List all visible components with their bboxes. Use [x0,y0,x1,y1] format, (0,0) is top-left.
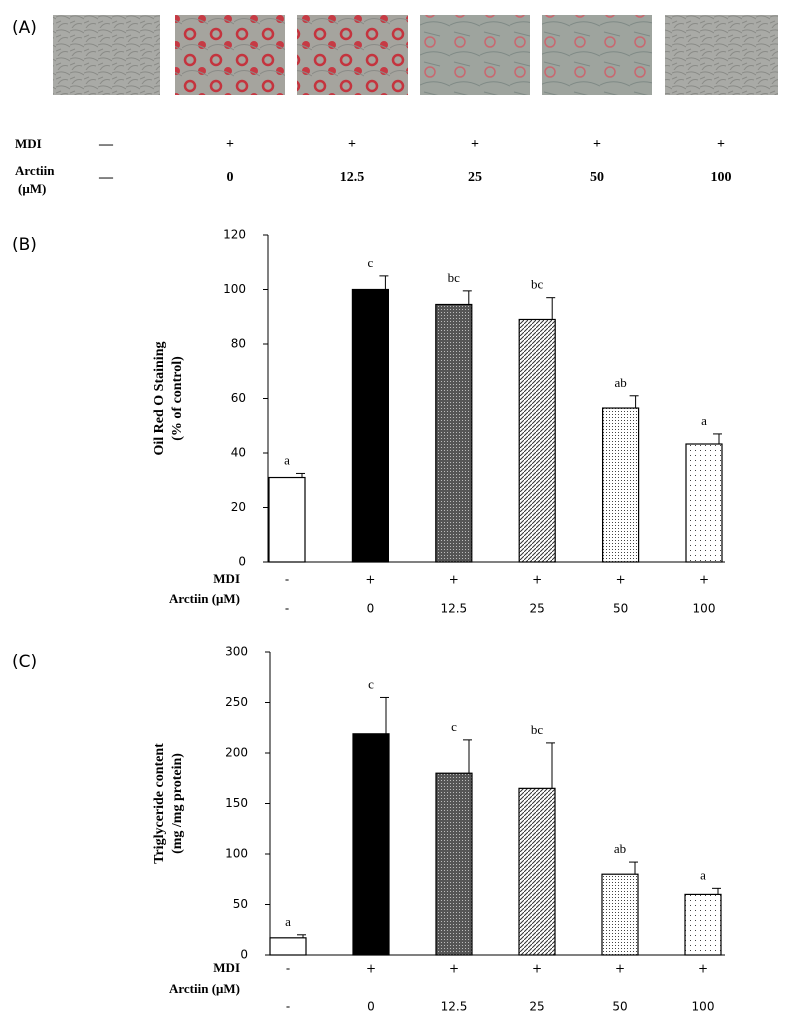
significance-label: c [451,719,457,734]
y-tick-label: 100 [223,282,246,296]
significance-label: bc [531,277,544,292]
row-value: + [616,573,626,587]
significance-label: a [284,452,290,467]
y-tick-label: 0 [240,948,248,962]
row-value: - [286,1000,290,1014]
row-value: + [366,962,376,976]
row-value: 25 [468,170,482,185]
row-value: 50 [613,602,628,616]
row-value: 0 [227,170,234,185]
row-value: + [699,573,709,587]
significance-label: bc [531,722,544,737]
row-unit: (μM) [18,181,46,196]
row-value: 12.5 [441,1000,468,1014]
row-value: — [98,137,114,152]
panel-label: (B) [12,235,37,255]
row-value: — [98,170,114,185]
bar [685,443,723,563]
row-value: + [532,573,542,587]
micrograph [297,15,408,95]
significance-label: c [368,255,374,270]
significance-label: c [368,676,374,691]
bar [684,893,722,956]
row-label: Arctiin [15,163,55,178]
significance-label: bc [448,270,461,285]
micrograph [53,15,160,95]
row-value: + [593,137,601,152]
bar [268,476,306,563]
row-value: + [717,137,725,152]
row-label: Arctiin (μM) [169,591,240,606]
y-tick-label: 150 [225,796,248,810]
row-value: - [286,962,290,976]
row-value: 12.5 [440,602,467,616]
y-tick-label: 120 [223,228,246,242]
row-value: 50 [612,1000,627,1014]
significance-label: a [701,413,707,428]
bar [518,318,556,563]
y-axis-label: Triglyceride content [152,743,167,864]
row-value: + [615,962,625,976]
bar [435,772,473,956]
micrograph [175,15,285,95]
y-tick-label: 200 [225,746,248,760]
panel-label: (C) [12,652,37,672]
row-label: Arctiin (μM) [169,981,240,996]
bar [601,407,640,563]
micrograph [420,15,530,95]
y-axis-label: (% of control) [170,356,185,441]
significance-label: a [700,867,706,882]
y-axis-label: (mg /mg protein) [170,753,185,854]
y-tick-label: 0 [238,555,246,569]
row-value: 25 [530,602,545,616]
y-tick-label: 60 [231,391,246,405]
row-value: + [365,573,375,587]
row-value: + [471,137,479,152]
y-tick-label: 80 [231,337,246,351]
bar [351,288,389,563]
row-value: - [285,602,289,616]
bar [352,733,390,956]
significance-label: ab [614,841,626,856]
y-tick-label: 20 [231,500,246,514]
row-value: 0 [367,1000,375,1014]
row-value: 100 [693,602,716,616]
bar [601,873,639,956]
y-axis-label: Oil Red O Staining [152,342,167,456]
row-value: 100 [692,1000,715,1014]
row-value: 0 [367,602,375,616]
row-label: MDI [213,960,240,975]
micrograph [665,15,778,95]
row-label: MDI [213,571,240,586]
y-tick-label: 100 [225,847,248,861]
row-value: + [226,137,234,152]
panel-label: (A) [12,18,37,38]
row-value: + [449,573,459,587]
row-value: 12.5 [340,170,365,185]
bar [518,787,556,956]
row-value: + [449,962,459,976]
row-value: - [285,573,289,587]
bar [435,303,473,563]
micrograph [542,15,652,95]
row-label: MDI [15,136,42,151]
y-tick-label: 40 [231,446,246,460]
row-value: + [698,962,708,976]
y-tick-label: 250 [225,695,248,709]
row-value: 100 [711,170,732,185]
significance-label: a [285,914,291,929]
row-value: 50 [590,170,604,185]
row-value: + [348,137,356,152]
bar [269,937,307,956]
row-value: + [532,962,542,976]
y-tick-label: 50 [233,897,248,911]
significance-label: ab [614,375,626,390]
row-value: 25 [529,1000,544,1014]
y-tick-label: 300 [225,645,248,659]
